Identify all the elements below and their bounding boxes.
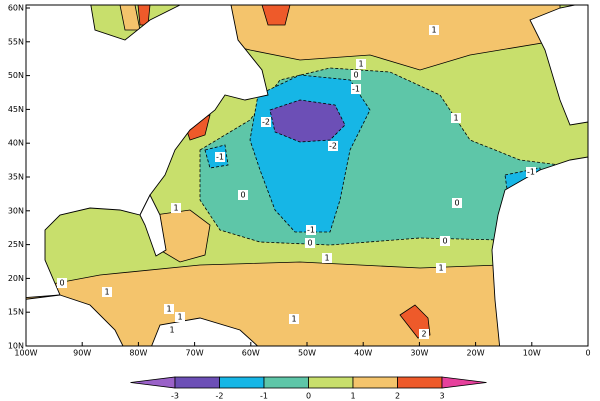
contour-label: 0 [454,199,459,208]
contour-label-bg [175,312,185,322]
land [139,193,167,257]
lon-label: 40W [354,349,372,358]
contour-label: 1 [177,313,182,322]
contour-label-bg [171,203,181,213]
lat-label: 35N [8,173,24,182]
contour-label-bg [440,236,450,246]
colorbar-label: 3 [439,392,444,401]
contour-label: 0 [240,191,245,200]
contour-label-bg [164,304,174,314]
contour-label: 1 [324,254,329,263]
lat-label: 45N [8,105,24,114]
land [26,5,269,299]
colorbar-end [130,376,176,389]
contour-label-bg [351,70,361,80]
contour-label-bg [289,314,299,324]
land [491,156,588,346]
colorbar-swatch [219,376,265,389]
contour-label-bg [102,287,112,297]
colorbar-swatch [263,376,309,389]
contour-label: -2 [262,118,270,127]
contour-label-bg [328,141,338,151]
contour-label-bg [305,238,315,248]
contour-label-bg [451,113,461,123]
colorbar-swatch [397,376,443,389]
contour-label: 1 [438,264,443,273]
contour-label: 2 [421,330,426,339]
contour-label: 0 [353,71,358,80]
lat-label: 60N [8,4,24,13]
lat-label: 50N [8,71,24,80]
lon-label: 90W [73,349,91,358]
colorbar-label: 1 [350,392,355,401]
contour-label-bg [429,25,439,35]
coldest-region [269,99,346,143]
contour-label: 0 [59,279,64,288]
contour-label-bg [306,225,316,235]
lon-label: 20W [467,349,485,358]
contour-label-bg [436,263,446,273]
lon-label: 0 [585,349,590,358]
contour-label: -1 [216,153,224,162]
lat-label: 15N [8,308,24,317]
contour-label-bg [215,152,225,162]
contour-label-bg [322,253,332,263]
lon-label: 70W [186,349,204,358]
lat-label: 10N [8,342,24,351]
lat-label: 40N [8,139,24,148]
lon-label: 30W [410,349,428,358]
colorbar-end [441,376,487,389]
contour-label: 1 [104,288,109,297]
contour-label: 0 [442,237,447,246]
lon-label: 10W [523,349,541,358]
contour-label: -1 [307,226,315,235]
contour-label-bg [238,190,248,200]
contour-label-bg [452,198,462,208]
lat-label: 25N [8,240,24,249]
contour-label: 1 [169,326,174,335]
colorbar-swatch [308,376,354,389]
colorbar-label: 0 [306,392,311,401]
lon-label: 50W [298,349,316,358]
contour-label: 0 [307,239,312,248]
colorbar-swatch [352,376,398,389]
contour-label: 1 [431,26,436,35]
land [151,317,259,346]
lon-label: 100W [14,349,37,358]
colorbar-label: -3 [171,392,179,401]
contour-label-bg [356,59,366,69]
lat-label: 55N [8,37,24,46]
contour-label: -1 [527,168,535,177]
hot-region [261,5,291,26]
colorbar-label: -2 [216,392,224,401]
contour-label-bg [526,167,536,177]
contour-label-bg [419,329,429,339]
lon-label: 60W [242,349,260,358]
map-plot [26,5,588,346]
contour-label: 1 [166,305,171,314]
land [26,294,124,346]
land [529,5,588,126]
contour-label: 1 [358,60,363,69]
contour-label-bg [351,84,361,94]
contour-label: -2 [329,142,337,151]
lon-label: 80W [129,349,147,358]
contour-label-bg [261,117,271,127]
lat-label: 20N [8,274,24,283]
colorbar-label: -1 [260,392,268,401]
contour-label: 1 [291,315,296,324]
contour-label: -1 [352,85,360,94]
contour-label: 1 [453,114,458,123]
contour-label: 1 [173,204,178,213]
lat-label: 30N [8,206,24,215]
contour-label-bg [57,278,67,288]
contour-label-bg [167,325,177,335]
colorbar-swatch [174,376,220,389]
colorbar-label: 2 [395,392,400,401]
